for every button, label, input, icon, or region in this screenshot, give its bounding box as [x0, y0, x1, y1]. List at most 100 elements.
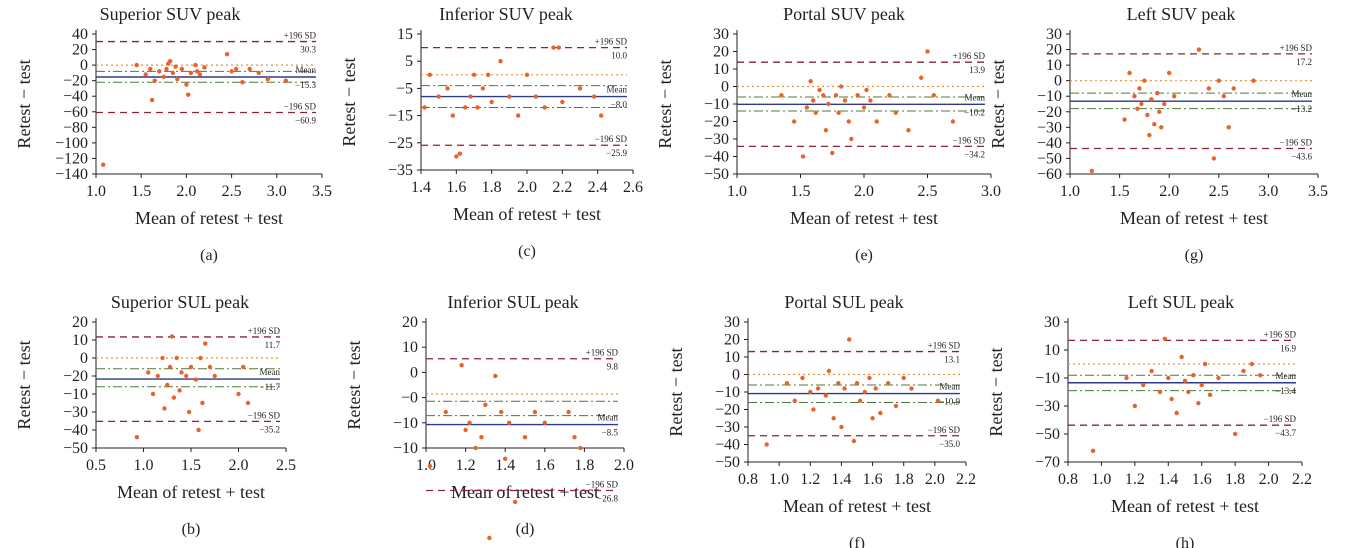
lower-sd-label: −196 SD — [284, 101, 317, 111]
y-tick-label: −20 — [1037, 104, 1062, 121]
data-point — [485, 72, 491, 78]
x-tick-label: 2.0 — [176, 183, 196, 200]
y-tick-label: 0 — [80, 57, 88, 74]
lower-sd-value: −35.0 — [939, 439, 960, 449]
panel-label: (d) — [516, 521, 535, 538]
y-tick-label: 0 — [80, 350, 88, 367]
data-point — [1124, 375, 1129, 381]
x-tick-label: 0.8 — [1058, 471, 1078, 488]
upper-sd-value: 13.9 — [969, 65, 985, 75]
data-point — [878, 410, 883, 416]
data-point — [1251, 78, 1256, 83]
data-point — [847, 337, 852, 342]
data-point — [1171, 94, 1177, 99]
y-tick-label: −10 — [704, 96, 729, 113]
y-tick-label: −40 — [704, 149, 729, 166]
y-tick-label: 10 — [72, 332, 88, 349]
y-tick-label: −80 — [63, 119, 88, 136]
data-point — [143, 72, 148, 77]
data-point — [849, 136, 854, 142]
y-tick-label: 30 — [713, 26, 729, 43]
upper-sd-value: 11.7 — [265, 340, 281, 350]
y-tick-label: −30 — [704, 131, 729, 148]
lower-sd-label: −196 SD — [953, 135, 986, 145]
mean-label: Mean — [260, 367, 281, 377]
data-point — [808, 389, 813, 395]
data-point — [599, 113, 604, 118]
panel-title: Superior SUL peak — [111, 292, 249, 312]
y-tick-label: −120 — [55, 150, 88, 167]
panel-label: (c) — [518, 243, 536, 260]
mean-label: Mean — [296, 65, 317, 75]
y-tick-label: 20 — [402, 314, 418, 331]
data-point — [283, 78, 289, 83]
panel-b: Superior SUL peak 20100−20−10−30−40−500.5… — [14, 292, 296, 538]
data-point — [826, 368, 832, 374]
data-point — [1182, 378, 1188, 383]
data-point — [487, 535, 492, 541]
y-tick-label: −0 — [401, 390, 418, 407]
y-tick-label: 20 — [72, 314, 88, 331]
data-point — [846, 119, 851, 124]
data-point — [887, 93, 892, 98]
panel-g: Left SUV peak3020100−10−20−30−40−50−601.… — [988, 4, 1328, 264]
x-tick-label: 1.5 — [181, 457, 201, 474]
mean-label: Mean — [607, 85, 628, 95]
y-tick-label: 10 — [724, 349, 740, 366]
data-point — [533, 94, 539, 99]
data-point — [867, 375, 872, 381]
x-axis-label: Mean of retest + test — [451, 482, 599, 502]
x-tick-label: 1.0 — [1091, 471, 1111, 488]
x-axis-label: Mean of retest + test — [783, 496, 931, 516]
data-point — [1159, 125, 1164, 130]
data-point — [935, 398, 941, 403]
x-tick-label: 1.8 — [482, 179, 502, 196]
data-point — [591, 94, 597, 99]
y-tick-label: 5 — [405, 53, 413, 70]
data-point — [851, 438, 857, 444]
data-point — [498, 59, 503, 64]
data-point — [240, 80, 245, 85]
data-point — [842, 386, 847, 391]
data-point — [1231, 86, 1236, 91]
data-point — [1199, 382, 1204, 388]
data-point — [800, 375, 805, 381]
y-axis-label: Retest − test — [339, 57, 359, 146]
x-tick-label: 1.6 — [1192, 471, 1212, 488]
data-point — [931, 93, 937, 98]
x-tick-label: 1.8 — [1225, 471, 1245, 488]
mean-value: −13.2 — [1291, 104, 1312, 114]
x-tick-label: 1.5 — [791, 183, 811, 200]
panel-label: (e) — [855, 247, 873, 264]
data-point — [169, 334, 175, 339]
data-point — [836, 381, 841, 386]
y-tick-label: 20 — [1046, 42, 1062, 59]
panel-c: Inferior SUV peak 15 5 −5 −15 −25 −351.4 1.6 1.8… — [339, 4, 643, 260]
upper-sd-label: +196 SD — [953, 51, 986, 61]
lower-sd-label: −196 SD — [928, 425, 961, 435]
data-point — [556, 45, 561, 50]
y-axis-label: Retest − test — [14, 59, 34, 148]
x-tick-label: 2.2 — [1292, 471, 1312, 488]
lower-sd-value: −26.8 — [597, 493, 618, 503]
y-tick-label: 15 — [397, 26, 413, 43]
data-point — [1211, 156, 1217, 161]
y-tick-label: 0 — [410, 364, 418, 381]
x-tick-label: 3.5 — [1308, 183, 1328, 200]
data-point — [427, 463, 433, 469]
panel-title: Superior SUV peak — [100, 4, 241, 24]
mean-value: −15.3 — [295, 80, 316, 90]
y-tick-label: −15 — [388, 108, 413, 125]
data-point — [1162, 101, 1167, 107]
upper-sd-value: 9.8 — [607, 362, 619, 372]
data-point — [1216, 78, 1222, 83]
data-point — [862, 389, 867, 395]
data-point — [265, 76, 270, 82]
data-point — [874, 119, 879, 124]
y-tick-label: −30 — [1037, 119, 1062, 136]
y-tick-label: 30 — [724, 314, 740, 331]
data-point — [443, 409, 448, 415]
x-axis-label: Mean of retest + test — [1111, 496, 1259, 516]
x-tick-label: 1.0 — [134, 457, 154, 474]
